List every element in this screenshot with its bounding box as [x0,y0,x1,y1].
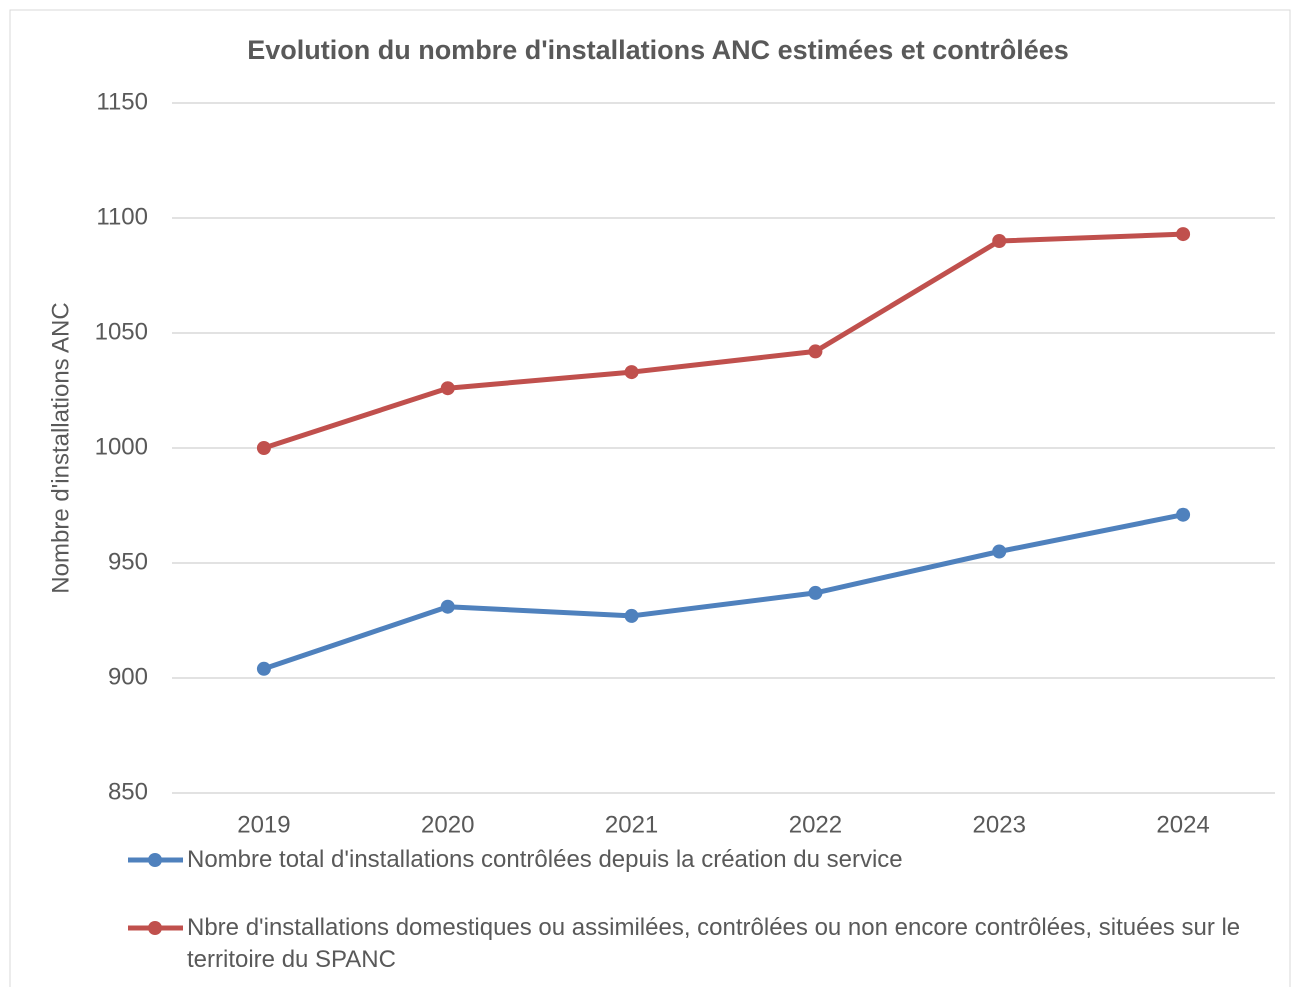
data-point [256,661,271,676]
data-point [808,344,823,359]
data-point [992,234,1007,248]
legend-label: Nombre total d'installations contrôlées … [187,846,903,873]
data-point [624,608,639,623]
legend-marker [148,921,162,935]
series-line [263,512,1184,672]
chart-frame [9,9,1291,987]
data-point [1176,227,1191,242]
data-point [992,544,1007,559]
data-point [256,441,271,455]
data-point [440,599,455,614]
chart-title: Evolution du nombre d'installations ANC … [247,35,1069,65]
x-tick-label: 2021 [605,811,658,838]
y-tick-label: 1150 [96,88,148,115]
y-tick-label: 1100 [96,203,148,230]
data-point [1176,507,1191,522]
legend-marker [148,853,162,867]
y-axis-label: Nombre d'installations ANC [47,302,74,593]
data-point [808,585,823,600]
y-tick-label: 900 [108,663,148,690]
series-line [263,231,1184,451]
legend-label: Nbre d'installations domestiques ou assi… [187,914,1241,973]
x-tick-label: 2020 [421,811,474,838]
x-tick-label: 2023 [973,811,1026,838]
y-tick-label: 850 [108,778,148,805]
x-tick-label: 2019 [237,811,290,838]
x-tick-label: 2022 [789,811,842,838]
y-tick-label: 950 [108,548,148,575]
y-tick-label: 1000 [95,433,148,460]
data-point [624,365,639,380]
x-tick-label: 2024 [1156,811,1209,838]
y-tick-label: 1050 [95,318,148,345]
data-point [440,381,455,396]
